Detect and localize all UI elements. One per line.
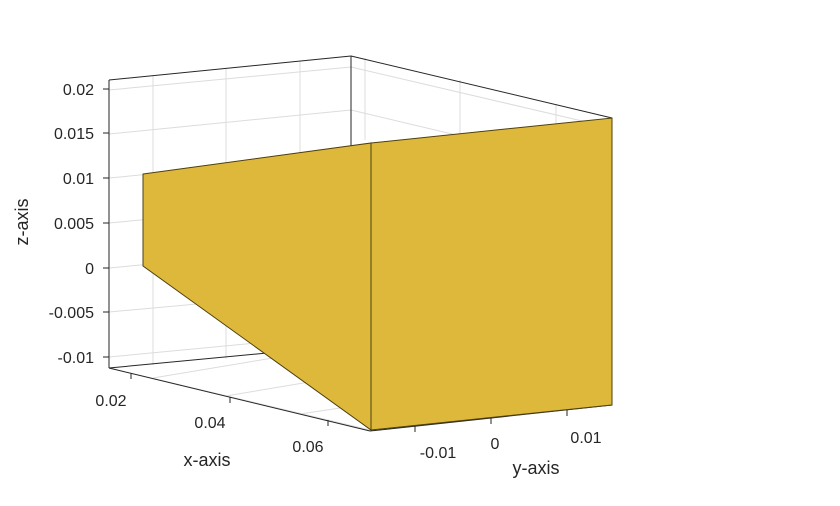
x-tick-label: 0.06 xyxy=(292,439,323,456)
z-tick-label: -0.005 xyxy=(49,305,94,322)
x-axis-label: x-axis xyxy=(183,450,230,470)
x-tick-label: 0.04 xyxy=(194,415,225,432)
y-tick-label: 0 xyxy=(491,436,500,453)
x-tick-label: 0.02 xyxy=(95,393,126,410)
z-axis-label: z-axis xyxy=(12,198,32,245)
z-tick-label: 0.01 xyxy=(63,171,94,188)
right-face xyxy=(370,117,613,431)
y-tick-labels: -0.01 0 0.01 xyxy=(420,430,602,462)
z-ticks xyxy=(103,88,109,358)
left-face xyxy=(142,142,372,431)
x-tick-labels: 0.02 0.04 0.06 xyxy=(95,393,323,456)
surface xyxy=(142,117,613,431)
z-tick-label: 0.015 xyxy=(54,126,94,143)
y-tick-label: -0.01 xyxy=(420,445,457,462)
y-ticks xyxy=(414,410,568,432)
x-ticks xyxy=(130,373,329,426)
z-tick-label: -0.01 xyxy=(58,350,95,367)
y-axis-label: y-axis xyxy=(512,458,559,478)
z-tick-label: 0.02 xyxy=(63,82,94,99)
z-tick-labels: 0.02 0.015 0.01 0.005 0 -0.005 -0.01 xyxy=(49,82,94,367)
y-tick-label: 0.01 xyxy=(570,430,601,447)
z-tick-label: 0.005 xyxy=(54,216,94,233)
z-tick-label: 0 xyxy=(85,261,94,278)
